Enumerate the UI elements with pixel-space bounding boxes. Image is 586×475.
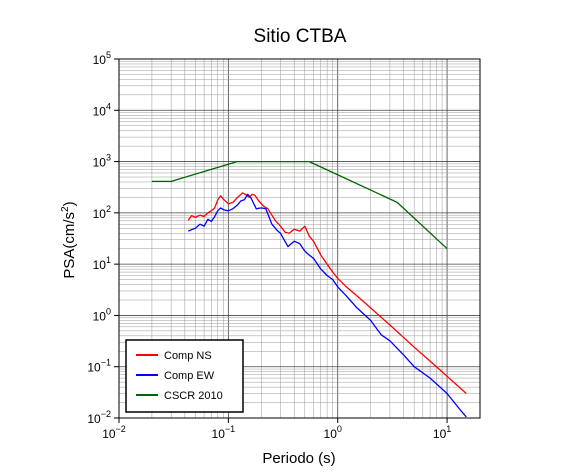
y-tick-label: 104 [93,101,111,118]
x-axis-label: Periodo (s) [262,450,335,467]
y-tick-label: 103 [93,153,111,170]
y-tick-labels: 10−2 10−1 100 101 102 103 104 105 [87,50,119,426]
series-line-1 [188,193,467,418]
chart-title: Sitio CTBA [254,26,347,47]
y-tick-label: 102 [93,204,111,221]
y-axis-label: PSA(cm/s2) [60,201,78,278]
x-tick-label: 10−1 [212,424,236,441]
x-tick-label: 10−2 [102,424,126,441]
y-tick-label: 100 [93,306,111,323]
plot-frame [118,58,481,419]
legend: Comp NS Comp EW CSCR 2010 [125,339,244,413]
x-tick-label: 100 [324,424,342,441]
x-tick-labels: 10−2 10−1 100 101 [102,418,451,441]
legend-label: Comp NS [164,350,212,362]
plot-area [151,160,467,418]
x-tick-label: 101 [433,424,451,441]
legend-label: Comp EW [164,370,215,382]
series-line-0 [187,192,467,394]
y-tick-label: 10−2 [87,409,111,426]
legend-label: CSCR 2010 [164,390,223,402]
y-tick-label: 101 [93,255,111,272]
series-line-2 [151,160,448,250]
y-tick-label: 105 [93,50,111,67]
y-tick-label: 10−1 [87,358,111,375]
